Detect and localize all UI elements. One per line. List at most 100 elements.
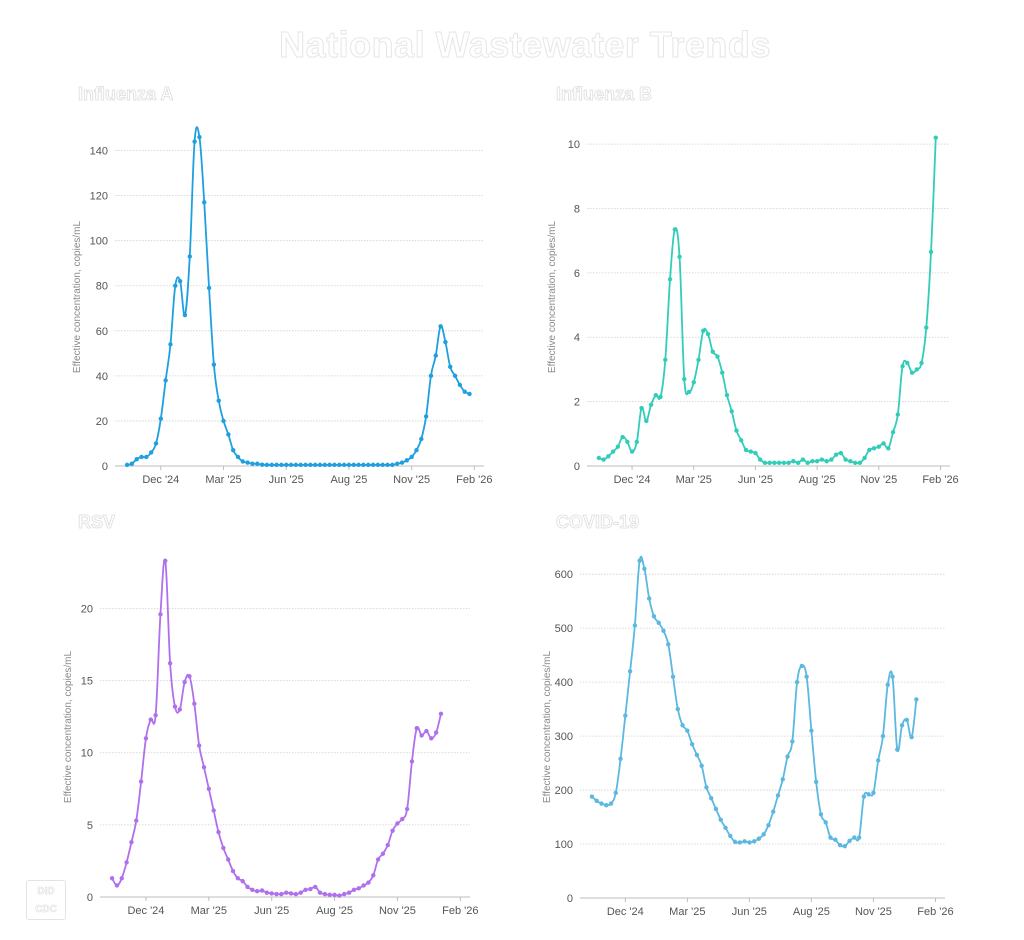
data-point[interactable] <box>729 409 734 414</box>
data-point[interactable] <box>886 446 891 451</box>
data-point[interactable] <box>226 432 231 437</box>
data-point[interactable] <box>385 462 390 468</box>
data-point[interactable] <box>691 380 696 385</box>
data-point[interactable] <box>747 840 752 845</box>
data-point[interactable] <box>423 414 429 419</box>
data-point[interactable] <box>312 462 318 468</box>
data-point[interactable] <box>771 809 776 814</box>
data-point[interactable] <box>342 891 347 897</box>
data-point[interactable] <box>163 558 168 564</box>
data-point[interactable] <box>298 890 303 895</box>
data-point[interactable] <box>124 860 129 865</box>
data-point[interactable] <box>604 802 609 808</box>
data-point[interactable] <box>852 460 858 465</box>
data-point[interactable] <box>429 736 434 741</box>
data-point[interactable] <box>623 713 628 718</box>
data-point[interactable] <box>848 458 853 464</box>
data-point[interactable] <box>356 886 361 891</box>
data-point[interactable] <box>462 389 467 394</box>
data-point[interactable] <box>404 806 410 812</box>
data-point[interactable] <box>124 462 130 468</box>
data-point[interactable] <box>109 876 115 881</box>
data-point[interactable] <box>642 566 647 571</box>
data-point[interactable] <box>780 777 785 782</box>
data-point[interactable] <box>317 890 323 895</box>
data-point[interactable] <box>909 370 915 375</box>
data-point[interactable] <box>751 839 757 844</box>
data-point[interactable] <box>139 454 144 460</box>
data-point[interactable] <box>885 682 890 688</box>
data-point[interactable] <box>240 459 246 464</box>
data-point[interactable] <box>757 457 763 462</box>
data-point[interactable] <box>288 891 294 896</box>
data-point[interactable] <box>153 441 159 446</box>
data-point[interactable] <box>909 734 914 740</box>
data-point[interactable] <box>366 462 371 468</box>
data-point[interactable] <box>666 642 671 647</box>
data-point[interactable] <box>800 457 806 462</box>
data-point[interactable] <box>250 461 255 466</box>
data-point[interactable] <box>890 430 896 435</box>
data-point[interactable] <box>303 462 308 468</box>
data-point[interactable] <box>284 462 289 468</box>
data-point[interactable] <box>867 447 872 453</box>
data-point[interactable] <box>613 790 618 795</box>
data-point[interactable] <box>414 726 419 731</box>
data-point[interactable] <box>192 139 197 144</box>
data-point[interactable] <box>255 461 260 466</box>
data-point[interactable] <box>876 758 881 763</box>
data-point[interactable] <box>351 887 357 892</box>
data-point[interactable] <box>928 249 934 255</box>
data-point[interactable] <box>899 723 905 728</box>
data-point[interactable] <box>743 447 749 453</box>
data-point[interactable] <box>394 461 400 466</box>
data-point[interactable] <box>235 454 241 460</box>
data-point[interactable] <box>608 801 614 806</box>
data-point[interactable] <box>230 448 236 453</box>
data-point[interactable] <box>308 462 313 468</box>
data-point[interactable] <box>905 360 910 366</box>
data-point[interactable] <box>467 391 472 397</box>
data-point[interactable] <box>809 728 814 733</box>
data-point[interactable] <box>900 364 905 369</box>
data-point[interactable] <box>144 454 149 460</box>
data-point[interactable] <box>904 717 910 723</box>
data-point[interactable] <box>235 876 241 881</box>
data-point[interactable] <box>629 449 635 454</box>
data-point[interactable] <box>646 596 652 601</box>
data-point[interactable] <box>322 891 328 897</box>
data-point[interactable] <box>637 558 642 563</box>
data-point[interactable] <box>279 891 284 897</box>
data-point[interactable] <box>667 277 673 282</box>
data-point[interactable] <box>182 679 187 685</box>
data-point[interactable] <box>651 614 657 619</box>
data-point[interactable] <box>804 674 809 679</box>
data-point[interactable] <box>871 446 877 451</box>
data-point[interactable] <box>720 370 725 375</box>
data-point[interactable] <box>457 382 463 388</box>
data-point[interactable] <box>704 785 709 790</box>
data-point[interactable] <box>656 620 661 625</box>
data-point[interactable] <box>661 628 666 634</box>
data-point[interactable] <box>230 868 236 874</box>
data-point[interactable] <box>634 439 640 445</box>
data-point[interactable] <box>114 883 120 888</box>
data-point[interactable] <box>618 756 623 761</box>
data-point[interactable] <box>245 460 250 465</box>
data-point[interactable] <box>824 458 829 464</box>
data-point[interactable] <box>163 378 168 383</box>
data-point[interactable] <box>606 454 611 459</box>
data-point[interactable] <box>861 794 867 799</box>
data-point[interactable] <box>264 462 270 468</box>
data-point[interactable] <box>245 884 250 890</box>
data-point[interactable] <box>167 661 173 666</box>
data-point[interactable] <box>696 357 701 362</box>
data-point[interactable] <box>250 887 255 892</box>
data-point[interactable] <box>823 820 828 825</box>
data-point[interactable] <box>675 706 681 712</box>
data-point[interactable] <box>713 806 719 812</box>
data-point[interactable] <box>346 890 352 895</box>
data-point[interactable] <box>876 444 882 449</box>
data-point[interactable] <box>785 754 790 759</box>
data-point[interactable] <box>775 793 781 798</box>
